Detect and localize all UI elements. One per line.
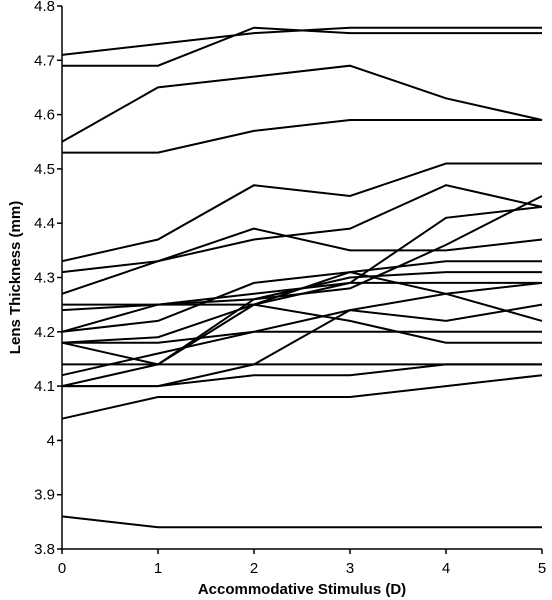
y-tick-label: 4.2 [34,324,55,341]
y-tick-label: 4.1 [34,378,55,395]
x-axis-title: Accommodative Stimulus (D) [198,581,406,598]
series-line-14 [61,281,543,377]
x-tick-label: 3 [346,560,354,577]
series-line-7 [61,184,543,295]
series-line-19 [62,363,542,388]
x-tick-labels: 0 1 2 3 4 5 [58,560,546,577]
series-line-12 [61,271,543,333]
y-tick-label: 4.4 [34,215,55,232]
x-tick-label: 4 [442,560,450,577]
series-line-20 [61,374,543,420]
series-line-3 [61,64,543,143]
y-tick-label: 4.3 [34,270,55,287]
series-group [61,26,543,529]
series-line-17 [61,303,542,388]
series-line-5 [61,162,542,263]
y-tick-labels: 3.8 3.9 4 4.1 4.2 4.3 4.4 4.5 4.6 4.7 4.8 [34,0,55,558]
x-tick-label: 0 [58,560,66,577]
y-tick-label: 4.5 [34,161,55,178]
series-line-13 [61,195,543,366]
x-tick-label: 2 [250,560,258,577]
axes [57,5,543,554]
x-tick-label: 5 [538,560,546,577]
series-line-10 [61,271,542,333]
series-line-16 [62,330,542,344]
series-line-15 [62,303,543,388]
x-tick-label: 1 [154,560,162,577]
series-line-21 [61,515,542,529]
y-tick-label: 4.7 [34,52,55,69]
y-tick-label: 4 [47,432,55,449]
y-tick-label: 4.8 [34,0,55,15]
y-axis-title: Lens Thickness (mm) [7,201,24,354]
y-tick-label: 4.6 [34,107,55,124]
series-line-1 [61,26,542,56]
series-line-2 [62,26,542,67]
series-line-4 [62,119,542,154]
y-tick-label: 3.9 [34,487,55,504]
y-tick-label: 3.8 [34,541,55,558]
series-line-6 [61,227,543,274]
